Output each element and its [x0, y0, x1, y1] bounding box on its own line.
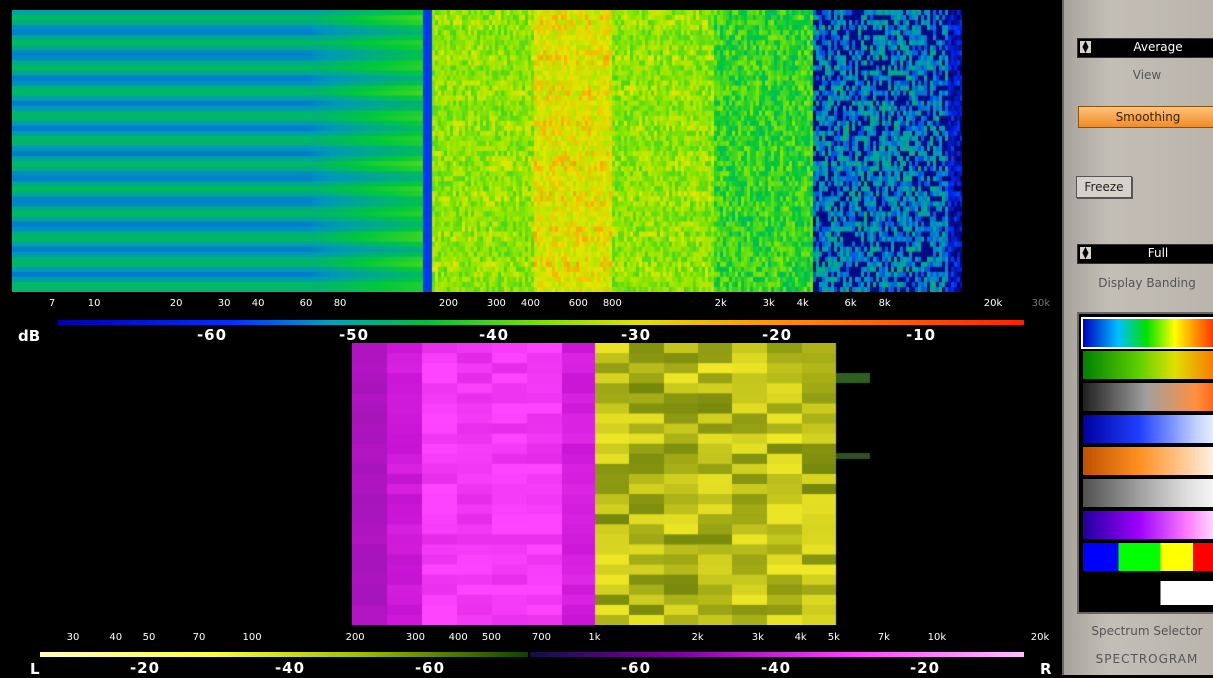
stereo-frequency-tick: 500 [481, 632, 501, 643]
right-db-label: -40 [760, 659, 792, 677]
left-db-label: -20 [129, 659, 161, 677]
stereo-frequency-tick: 40 [109, 632, 123, 643]
db-label: -40 [478, 326, 510, 344]
frequency-tick: 40 [251, 298, 265, 309]
frequency-tick: 8k [878, 298, 891, 309]
stereo-frequency-tick: 20k [1030, 632, 1050, 643]
stereo-field-display [352, 343, 872, 625]
spin-arrows-icon[interactable]: ▲ ▼ [1080, 40, 1091, 54]
banding-select[interactable]: ▲ ▼ Full [1077, 244, 1213, 264]
spectrum-selector-caption: Spectrum Selector [1091, 624, 1203, 638]
stereo-frequency-tick: 4k [794, 632, 807, 643]
banding-caption: Display Banding [1098, 276, 1196, 290]
frequency-tick: 20k [983, 298, 1003, 309]
freeze-button[interactable]: Freeze [1076, 176, 1132, 198]
view-caption: View [1132, 68, 1162, 82]
frequency-tick: 7 [48, 298, 56, 309]
banding-select-value: Full [1147, 246, 1169, 260]
stereo-frequency-tick: 70 [192, 632, 206, 643]
frequency-tick: 600 [568, 298, 588, 309]
frequency-tick: 200 [438, 298, 458, 309]
db-label: -60 [196, 326, 228, 344]
palette-black-white[interactable] [1083, 575, 1213, 605]
right-channel-label: R [1040, 660, 1052, 678]
db-label: -50 [338, 326, 370, 344]
frequency-tick: 4k [796, 298, 809, 309]
frequency-tick: 30k [1031, 298, 1051, 309]
smoothing-button[interactable]: Smoothing [1078, 106, 1213, 128]
frequency-tick: 20 [169, 298, 183, 309]
db-label: -30 [620, 326, 652, 344]
stereo-frequency-tick: 5k [827, 632, 840, 643]
frequency-axis: 7 10 20 30 40 60 80 200 300 400 600 800 2k 3k 4k 6k 8k 20… [0, 298, 1060, 316]
left-channel-scale [40, 652, 528, 657]
frequency-tick: 60 [299, 298, 313, 309]
left-db-label: -40 [274, 659, 306, 677]
right-channel-scale [530, 652, 1024, 657]
control-panel: ▲ ▼ Average View Smoothing Freeze ▲ ▼ Full… [1062, 0, 1213, 675]
db-unit: dB [18, 327, 41, 345]
frequency-tick: 80 [333, 298, 347, 309]
stereo-frequency-tick: 2k [691, 632, 704, 643]
stereo-frequency-tick: 3k [751, 632, 764, 643]
left-db-label: -60 [414, 659, 446, 677]
stereo-frequency-tick: 7k [877, 632, 890, 643]
frequency-tick: 800 [602, 298, 622, 309]
frequency-tick: 30 [217, 298, 231, 309]
left-channel-label: L [30, 660, 40, 678]
frequency-tick: 6k [844, 298, 857, 309]
right-db-label: -20 [909, 659, 941, 677]
spin-arrows-icon[interactable]: ▲ ▼ [1080, 246, 1091, 260]
frequency-tick: 3k [762, 298, 775, 309]
palette-orange-white[interactable] [1083, 447, 1213, 475]
view-select[interactable]: ▲ ▼ Average [1077, 38, 1213, 58]
palette-list [1077, 312, 1213, 614]
right-db-label: -60 [620, 659, 652, 677]
spectrogram-display [12, 10, 1062, 292]
stereo-frequency-tick: 700 [531, 632, 551, 643]
stereo-frequency-tick: 400 [448, 632, 468, 643]
frequency-tick: 300 [486, 298, 506, 309]
palette-rainbow[interactable] [1081, 317, 1213, 349]
stereo-frequency-tick: 1k [588, 632, 601, 643]
view-select-value: Average [1133, 40, 1183, 54]
palette-gray-white[interactable] [1083, 479, 1213, 507]
palette-purple-white[interactable] [1083, 511, 1213, 539]
stereo-frequency-tick: 100 [242, 632, 262, 643]
db-label: -20 [761, 326, 793, 344]
stereo-frequency-axis: 30 40 50 70 100 200 300 400 500 700 1k 2k 3k 4k 5k 7k 10… [0, 632, 1060, 650]
frequency-tick: 10 [87, 298, 101, 309]
stereo-frequency-tick: 300 [405, 632, 425, 643]
palette-gray-orange[interactable] [1083, 383, 1213, 411]
db-label: -10 [905, 326, 937, 344]
db-color-scale [58, 320, 1024, 325]
frequency-tick: 2k [714, 298, 727, 309]
frequency-tick: 400 [520, 298, 540, 309]
stereo-frequency-tick: 50 [142, 632, 156, 643]
palette-green-orange[interactable] [1083, 351, 1213, 379]
palette-stepped[interactable] [1083, 543, 1213, 571]
stereo-frequency-tick: 200 [345, 632, 365, 643]
stereo-frequency-tick: 30 [66, 632, 80, 643]
palette-blue-white[interactable] [1083, 415, 1213, 443]
stereo-frequency-tick: 10k [927, 632, 947, 643]
mode-label: SPECTROGRAM [1095, 652, 1199, 666]
